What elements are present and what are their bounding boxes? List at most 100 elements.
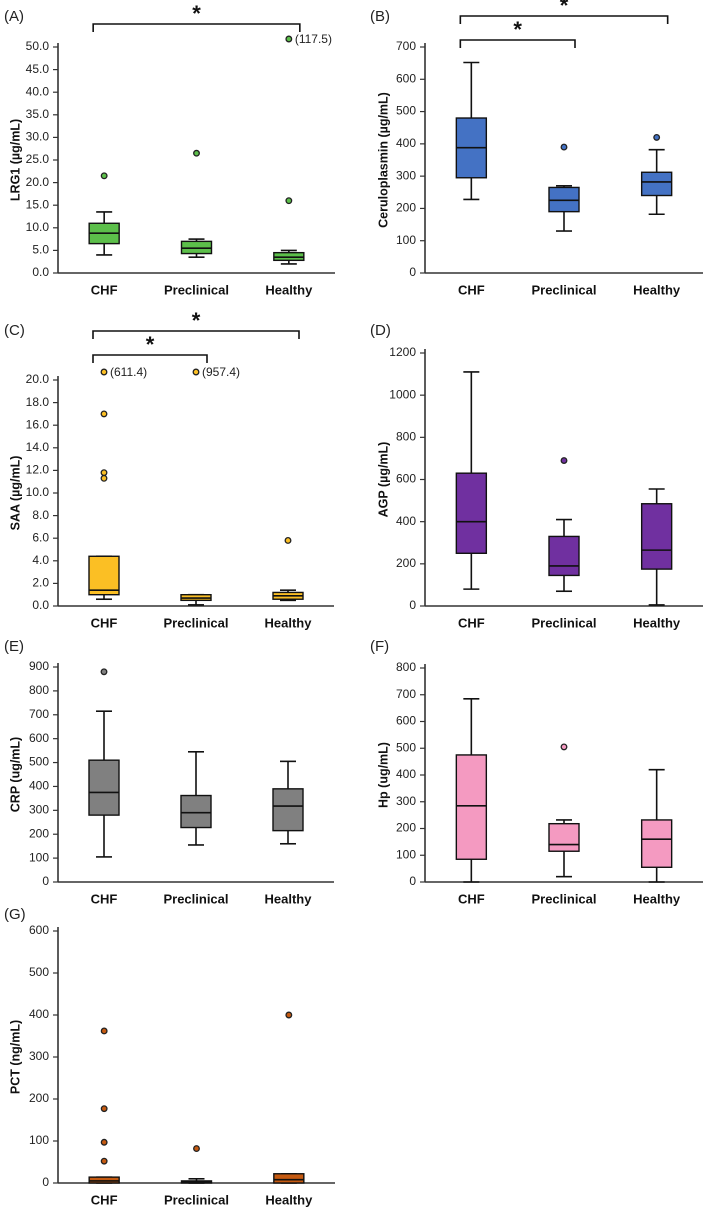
box-group (548, 457, 580, 593)
box-group (272, 760, 304, 845)
box-group (180, 593, 212, 606)
iqr-box (640, 503, 673, 570)
outlier-point (284, 537, 292, 544)
significance-bracket: * (92, 308, 300, 339)
box-group (455, 61, 488, 201)
bracket-line (92, 354, 208, 363)
iqr-box (88, 555, 120, 596)
y-tick-label: 700 (29, 707, 49, 721)
x-tick-label: Healthy (265, 282, 313, 297)
panel-label: (B) (370, 8, 390, 25)
y-tick-label: 16.0 (26, 417, 50, 431)
outlier-point (100, 1105, 108, 1113)
iqr-box (548, 186, 580, 213)
y-tick-label: 25.0 (26, 152, 50, 166)
capped-outlier-label: (957.4) (202, 365, 240, 379)
iqr-box (455, 754, 488, 860)
box-group (640, 133, 673, 216)
y-tick-label: 20.0 (26, 372, 50, 386)
y-tick-label: 15.0 (26, 197, 50, 211)
outlier-point (100, 668, 108, 676)
box-group (273, 197, 305, 265)
x-tick-label: CHF (91, 615, 118, 630)
y-tick-label: 12.0 (26, 463, 50, 477)
bracket-line (459, 15, 669, 24)
y-tick-label: 0.0 (32, 598, 49, 612)
iqr-box (548, 822, 580, 852)
y-tick-label: 600 (29, 731, 49, 745)
x-tick-label: CHF (458, 282, 485, 297)
iqr-box (640, 819, 673, 868)
y-tick-label: 400 (396, 136, 416, 150)
box-group (455, 697, 488, 883)
y-tick-label: 45.0 (26, 62, 50, 76)
x-tick-label: Preclinical (164, 1192, 229, 1207)
panel-label: (E) (4, 638, 24, 655)
x-tick-label: Preclinical (163, 615, 228, 630)
panel-label: (A) (4, 8, 24, 25)
outlier-point (560, 457, 568, 464)
x-tick-label: Preclinical (164, 282, 229, 297)
y-axis-title: AGP (µg/mL) (376, 442, 390, 518)
y-tick-label: 200 (396, 821, 416, 835)
x-tick-label: Healthy (265, 615, 313, 630)
y-axis-title: LRG1 (µg/mL) (8, 119, 22, 201)
box-group (88, 410, 120, 601)
x-tick-label: Healthy (265, 1192, 313, 1207)
y-tick-label: 300 (29, 1049, 49, 1063)
significance-star: * (192, 308, 201, 333)
y-tick-label: 300 (396, 168, 416, 182)
iqr-box (273, 1173, 305, 1184)
x-tick-label: CHF (91, 891, 118, 906)
y-axis-title: Ceruloplasmin (µg/mL) (376, 92, 390, 228)
x-tick-label: Healthy (633, 891, 681, 906)
box-group (640, 768, 673, 883)
y-tick-label: 100 (29, 1133, 49, 1147)
capped-outlier-point (285, 35, 293, 43)
panel-label: (F) (370, 638, 389, 655)
significance-star: * (146, 332, 155, 357)
significance-bracket: * (459, 17, 576, 48)
panel-label: (D) (370, 322, 391, 339)
y-tick-label: 100 (396, 233, 416, 247)
y-tick-label: 800 (396, 430, 416, 444)
y-tick-label: 40.0 (26, 84, 50, 98)
outlier-point (560, 143, 568, 151)
capped-outlier-label: (611.4) (110, 365, 147, 379)
y-tick-label: 200 (396, 556, 416, 570)
y-tick-label: 600 (396, 472, 416, 486)
bracket-line (92, 330, 300, 339)
x-tick-label: CHF (458, 891, 485, 906)
x-tick-label: Preclinical (531, 615, 596, 630)
y-tick-label: 400 (29, 1007, 49, 1021)
x-tick-label: Healthy (265, 891, 313, 906)
box-group (548, 143, 580, 232)
y-tick-label: 800 (396, 660, 416, 674)
x-tick-label: CHF (91, 1192, 118, 1207)
significance-bracket: * (92, 332, 208, 363)
iqr-box (180, 794, 212, 829)
significance-star: * (560, 0, 569, 18)
y-tick-label: 500 (396, 104, 416, 118)
y-axis-title: PCT (ng/mL) (8, 1020, 22, 1094)
iqr-box (272, 788, 304, 832)
x-tick-label: CHF (458, 615, 485, 630)
panel-3: (C) SAA (µg/mL) 0.0 2.0 4.0 6.0 8.0 10.0 12.0 14.… (4, 308, 334, 630)
outlier-point (193, 1145, 200, 1153)
y-tick-label: 30.0 (26, 130, 50, 144)
significance-bracket: * (92, 1, 301, 32)
iqr-box (640, 171, 673, 197)
y-tick-label: 700 (396, 687, 416, 701)
y-tick-label: 200 (396, 201, 416, 215)
significance-star: * (513, 17, 522, 42)
y-tick-label: 5.0 (32, 243, 49, 257)
bracket-line (459, 39, 576, 48)
y-tick-label: 10.0 (26, 485, 50, 499)
y-tick-label: 50.0 (26, 39, 50, 53)
outlier-point (285, 1011, 293, 1019)
y-tick-label: 0 (409, 598, 416, 612)
iqr-box (455, 472, 488, 554)
x-tick-label: CHF (91, 282, 118, 297)
y-tick-label: 800 (29, 683, 49, 697)
